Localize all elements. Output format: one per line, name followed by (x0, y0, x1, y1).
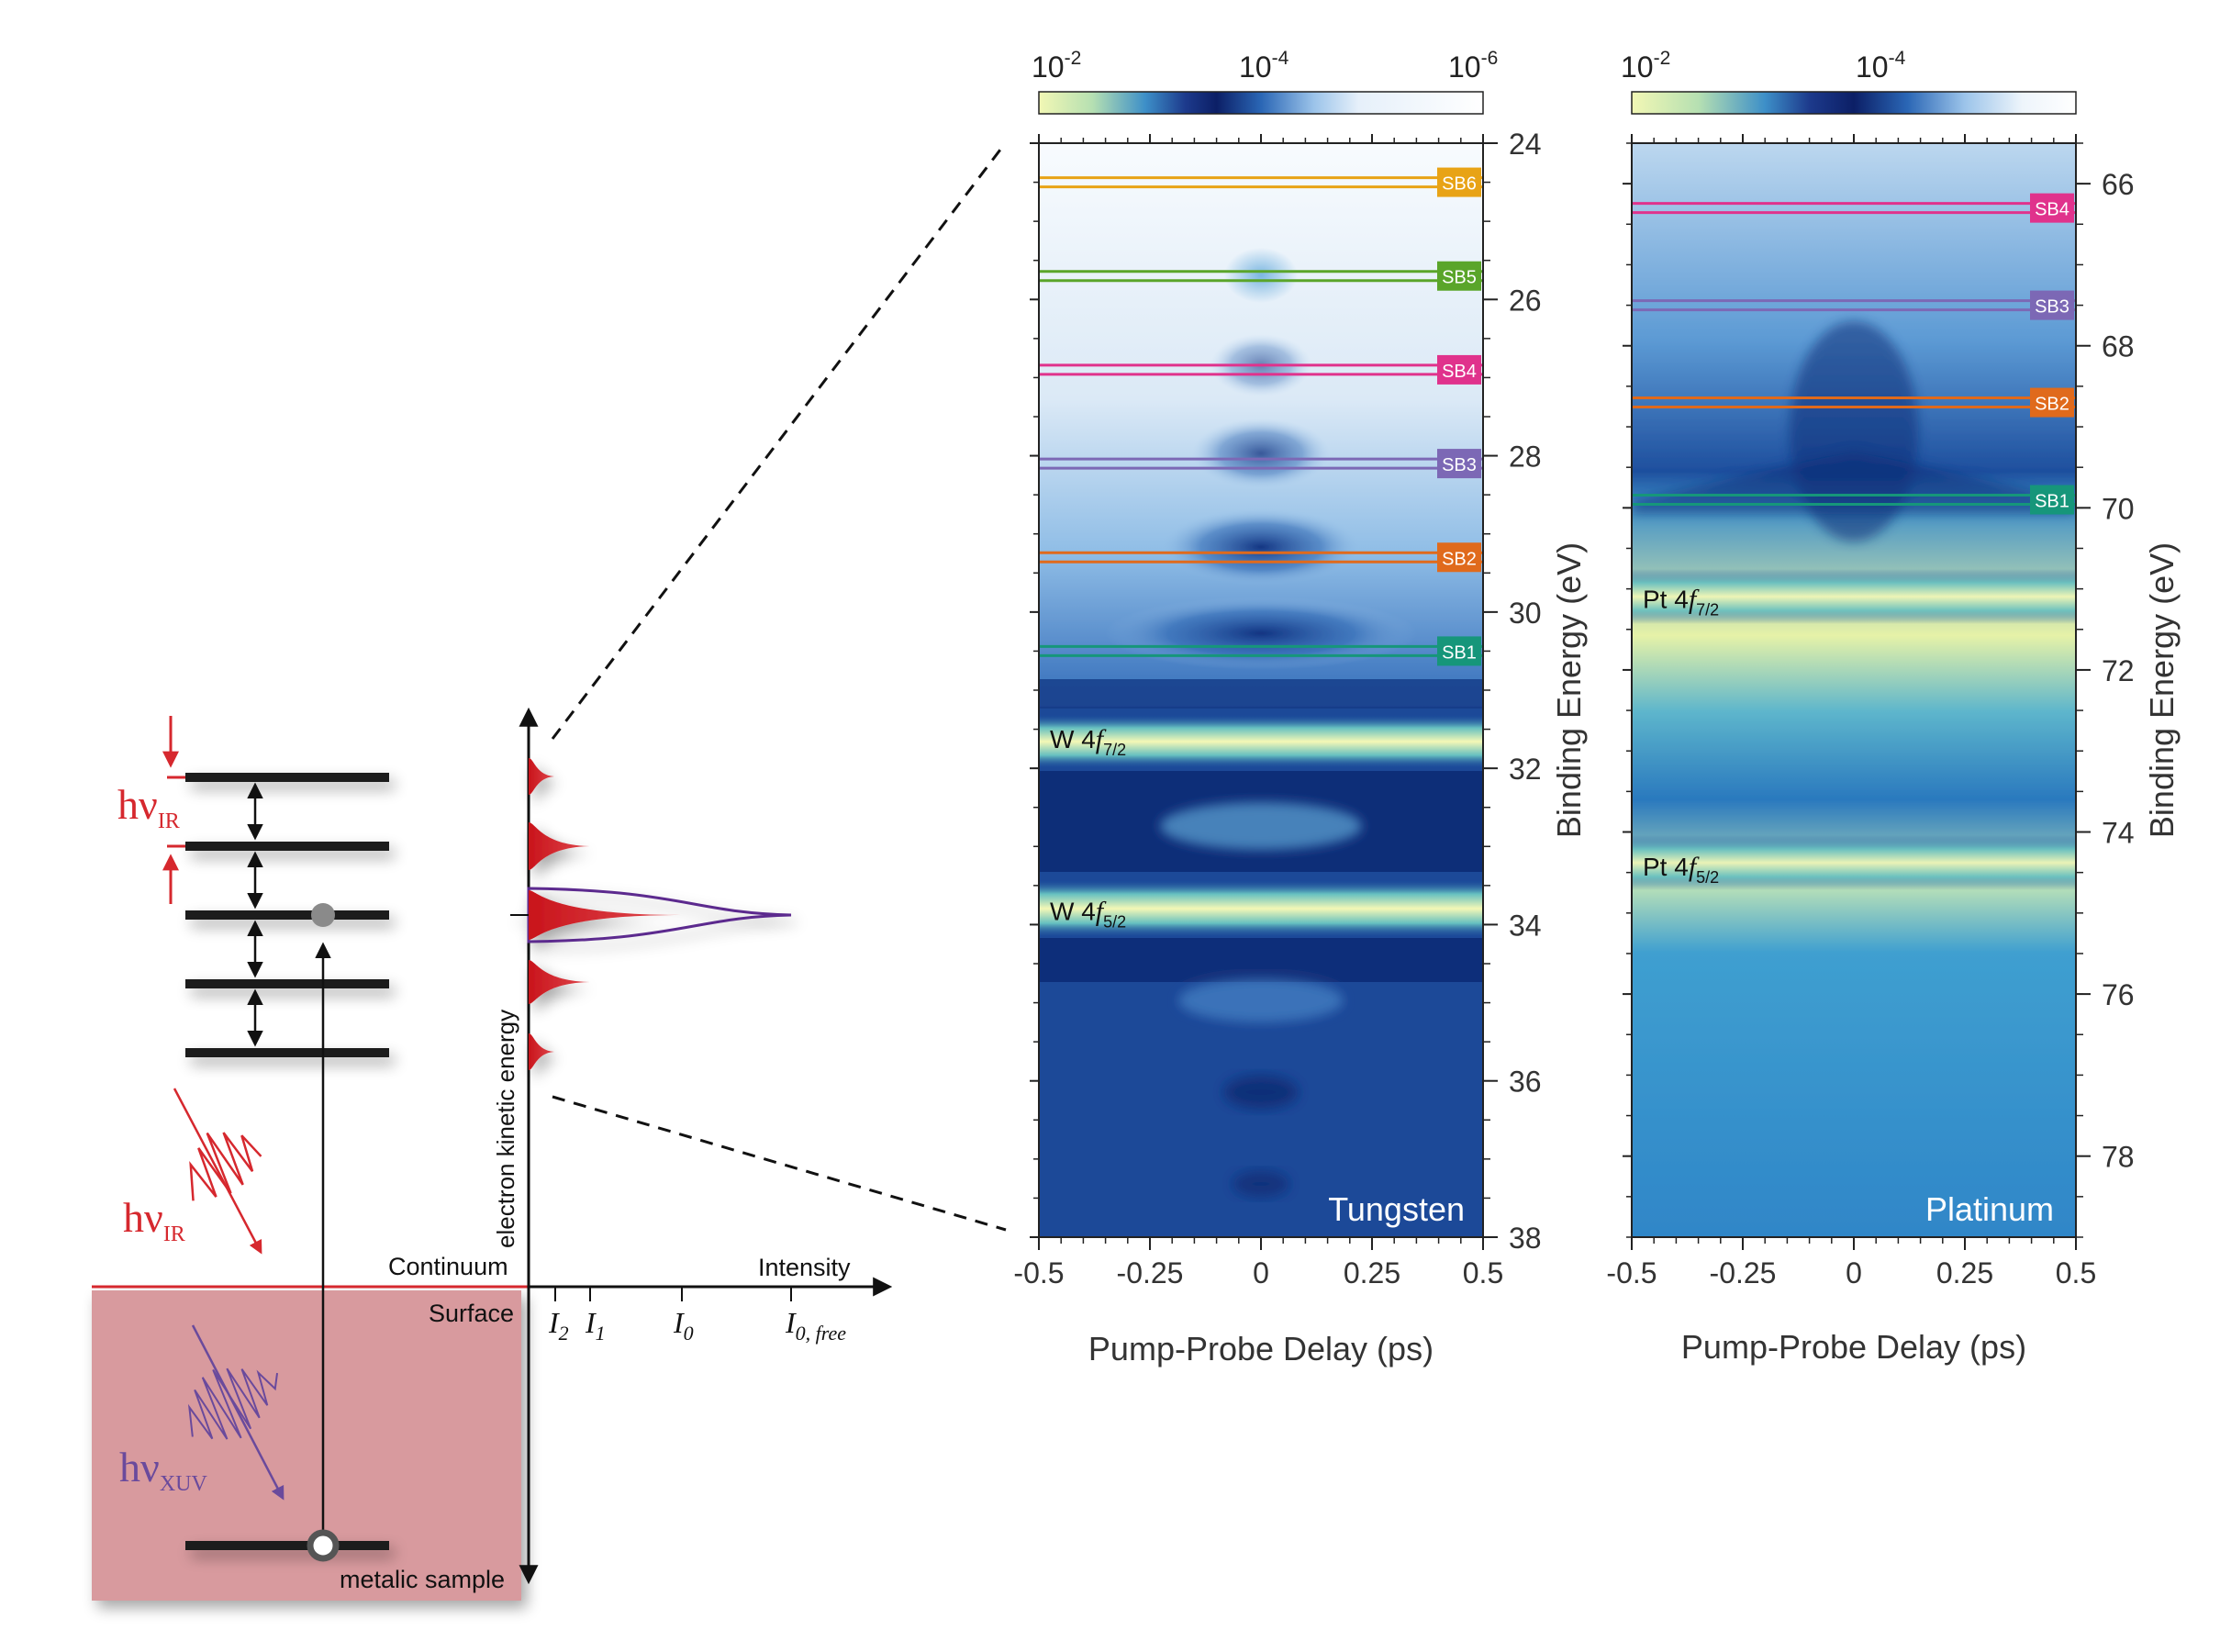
continuum-label: Continuum (388, 1253, 508, 1280)
platinum-peak-label: Pt 4f5/2 (1643, 852, 1719, 887)
tungsten-sideband-badge (1437, 636, 1481, 666)
energy-levels (185, 773, 389, 1550)
platinum-title: Platinum (1925, 1190, 2054, 1228)
platinum-xlabel: Pump-Probe Delay (ps) (1681, 1328, 2026, 1366)
zoom-line-top (551, 149, 1002, 740)
tungsten-ytick-label: 36 (1509, 1066, 1542, 1099)
platinum-ytick-label: 78 (2102, 1141, 2135, 1174)
tick-i0-free: I0, free (785, 1306, 846, 1345)
tungsten-ytick-label: 24 (1509, 128, 1542, 161)
platinum-ytick-label: 68 (2102, 330, 2135, 363)
platinum-xtick-label: -0.25 (1710, 1256, 1777, 1289)
platinum-ylabel: Binding Energy (eV) (2143, 542, 2181, 838)
kinetic-energy-axis-label: electron kinetic energy (492, 1010, 519, 1248)
platinum-ytick-label: 72 (2102, 654, 2135, 687)
platinum-heatmap: SB4 SB3 SB2 SB1 (1632, 143, 2076, 1237)
tungsten-ytick-label: 28 (1509, 441, 1542, 474)
intensity-axis-label: Intensity (758, 1254, 851, 1281)
hv-ir-label-top: hνIR (117, 781, 180, 833)
platinum-ytick-label: 74 (2102, 817, 2135, 850)
platinum-ytick-label: 70 (2102, 492, 2135, 525)
excited-electron (311, 903, 335, 927)
ir-energy-marker (162, 716, 185, 904)
tungsten-colorbar (1038, 91, 1484, 115)
tungsten-ytick-label: 26 (1509, 284, 1542, 317)
tungsten-sideband-label: SB4 (1442, 362, 1477, 382)
platinum-ytick-label: 76 (2102, 978, 2135, 1011)
schematic: hνIR hνIR hνXUV Continuum Surface metali… (92, 149, 1007, 1601)
platinum-axis-ticks: 66 68 70 72 74 76 78 -0.5 -0.25 0 0.25 0.5 (1606, 134, 2135, 1289)
tungsten-ytick-label: 30 (1509, 597, 1542, 630)
platinum-sideband-badge (2030, 193, 2074, 223)
platinum-colorbar (1631, 91, 2077, 115)
tungsten-sideband-badge (1437, 167, 1481, 197)
hv-ir-label-pulse: hνIR (123, 1194, 185, 1246)
tungsten-sideband-label: SB6 (1442, 174, 1477, 195)
platinum-xtick-label: 0.5 (2056, 1256, 2096, 1289)
tungsten-axis-ticks: 24 26 28 30 32 34 36 38 -0.5 -0.25 0 0.25 0.5 (1013, 128, 1541, 1289)
tungsten-xtick-label: 0 (1253, 1256, 1269, 1289)
tungsten-ytick-label: 38 (1509, 1222, 1542, 1255)
tick-i2: I2 (548, 1306, 569, 1345)
tungsten-sideband-label: SB2 (1442, 549, 1477, 569)
tungsten-sideband-label: SB3 (1442, 455, 1477, 475)
spectral-peaks (510, 758, 792, 1070)
tungsten-xlabel: Pump-Probe Delay (ps) (1088, 1330, 1434, 1367)
platinum-xtick-label: -0.5 (1606, 1256, 1657, 1289)
tungsten-peak-label: W 4f5/2 (1050, 896, 1126, 931)
tungsten-ylabel: Binding Energy (eV) (1550, 542, 1588, 838)
platinum-panel: 10-2 10-4 SB4 SB3 SB2 SB1 66 68 70 72 74 76 78 -0.… (1606, 48, 2181, 1366)
tungsten-sideband-badge (1437, 449, 1481, 479)
tungsten-sideband-badge (1437, 261, 1481, 291)
tungsten-sideband-label: SB1 (1442, 642, 1477, 663)
tungsten-ytick-label: 32 (1509, 753, 1542, 786)
intensity-ticks (554, 1287, 792, 1301)
platinum-sideband-badge (2030, 485, 2074, 515)
tungsten-cbar-tick-3: 10-6 (1448, 48, 1498, 84)
tungsten-panel: 10-2 10-4 10-6 SB6 SB5 SB4 SB3 SB2 SB1 (1013, 48, 1588, 1367)
tungsten-ytick-label: 34 (1509, 909, 1542, 942)
tungsten-title: Tungsten (1328, 1190, 1465, 1228)
platinum-sideband-label: SB4 (2035, 200, 2069, 220)
platinum-sideband-label: SB3 (2035, 297, 2069, 318)
platinum-xtick-label: 0 (1846, 1256, 1862, 1289)
xuv-pulse-icon (187, 1324, 284, 1501)
tick-i1: I1 (585, 1306, 606, 1345)
platinum-sideband-badge (2030, 387, 2074, 418)
tungsten-xtick-label: 0.5 (1463, 1256, 1503, 1289)
ir-pulse-icon (173, 1088, 262, 1255)
zoom-line-bottom (552, 1095, 1007, 1232)
platinum-ytick-label: 66 (2102, 168, 2135, 201)
platinum-sideband-label: SB2 (2035, 395, 2069, 415)
tungsten-sideband-badge (1437, 542, 1481, 573)
sample-label: metalic sample (340, 1566, 505, 1593)
tungsten-xtick-label: -0.25 (1117, 1256, 1184, 1289)
tungsten-xtick-label: 0.25 (1344, 1256, 1400, 1289)
tungsten-xtick-label: -0.5 (1013, 1256, 1064, 1289)
tungsten-heatmap: SB6 SB5 SB4 SB3 SB2 SB1 (1039, 143, 1483, 1237)
platinum-xtick-label: 0.25 (1936, 1256, 1993, 1289)
tungsten-peak-label: W 4f7/2 (1050, 724, 1126, 759)
tungsten-sideband-badge (1437, 354, 1481, 385)
tungsten-cbar-tick-2: 10-4 (1239, 48, 1289, 84)
hv-xuv-label: hνXUV (119, 1444, 207, 1496)
surface-label: Surface (429, 1300, 514, 1327)
platinum-peak-label: Pt 4f7/2 (1643, 584, 1719, 619)
platinum-cbar-tick-1: 10-2 (1621, 48, 1670, 84)
tungsten-cbar-tick-1: 10-2 (1032, 48, 1081, 84)
platinum-cbar-tick-2: 10-4 (1856, 48, 1906, 84)
core-hole (307, 1529, 340, 1562)
tungsten-sideband-label: SB5 (1442, 268, 1477, 288)
platinum-sideband-badge (2030, 290, 2074, 320)
tick-i0: I0 (673, 1306, 694, 1345)
platinum-sideband-label: SB1 (2035, 492, 2069, 512)
